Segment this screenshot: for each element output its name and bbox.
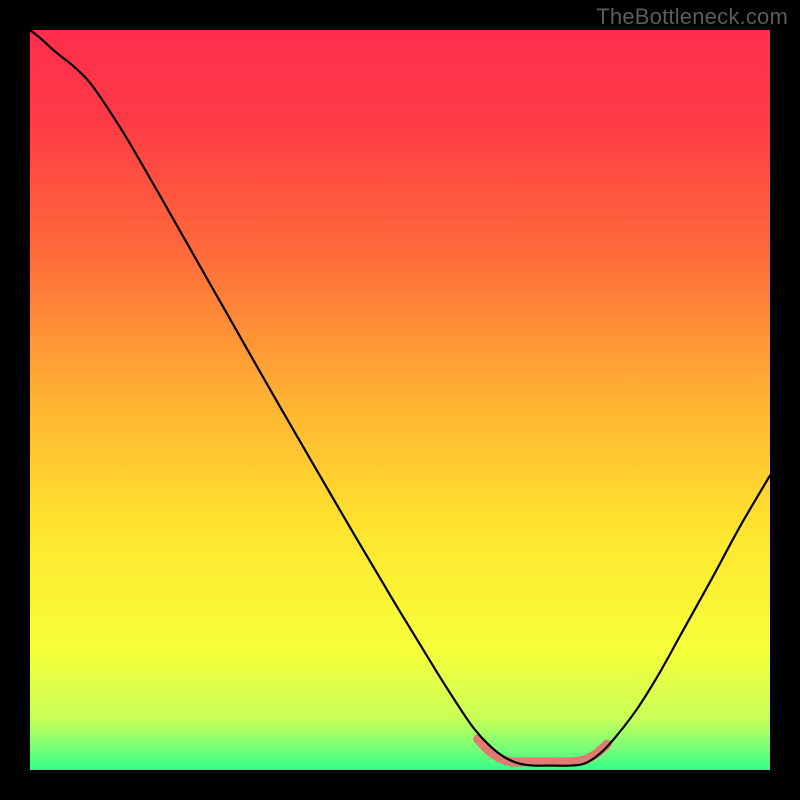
plot-background xyxy=(30,30,770,770)
watermark-text: TheBottleneck.com xyxy=(596,4,788,30)
bottleneck-chart xyxy=(0,0,800,800)
